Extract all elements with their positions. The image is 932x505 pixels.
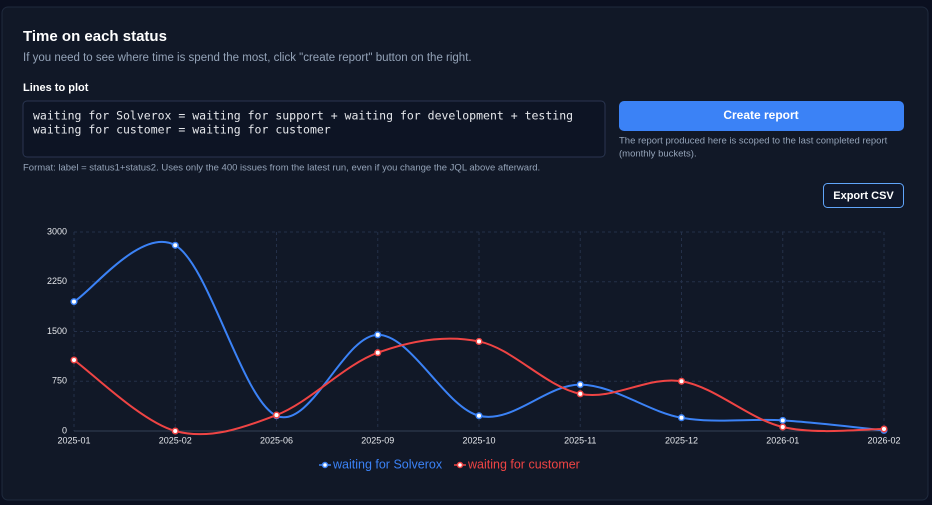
subtitle: If you need to see where time is spend t… bbox=[23, 52, 472, 64]
textarea[interactable] bbox=[22, 100, 606, 158]
x-tick-label: 2025-10 bbox=[462, 435, 495, 445]
data-point bbox=[677, 414, 686, 422]
x-tick-label: 2025-01 bbox=[57, 435, 90, 445]
data-point bbox=[475, 337, 483, 346]
x-tick-label: 2025-02 bbox=[159, 435, 192, 445]
data-point bbox=[374, 331, 382, 339]
create-report-button[interactable] bbox=[619, 101, 904, 131]
data-point bbox=[374, 349, 382, 357]
data-point bbox=[70, 298, 78, 306]
data-point bbox=[576, 381, 584, 389]
y-tick-label: 750 bbox=[52, 376, 67, 386]
data-point bbox=[171, 427, 179, 435]
card bbox=[1, 6, 929, 501]
data-point bbox=[880, 425, 888, 433]
legend-label: waiting for customer bbox=[467, 457, 580, 471]
data-point bbox=[779, 423, 787, 431]
data-point bbox=[171, 241, 179, 249]
scope-note: The report produced here is scoped to th… bbox=[619, 136, 888, 147]
data-point bbox=[70, 356, 78, 364]
x-tick-label: 2026-01 bbox=[766, 435, 799, 445]
legend-icon bbox=[321, 461, 329, 469]
field-label: Lines to plot bbox=[23, 82, 89, 94]
title: Time on each status bbox=[23, 28, 167, 45]
data-point bbox=[779, 416, 787, 424]
y-tick-label: 0 bbox=[62, 425, 67, 435]
button-label: Create report bbox=[723, 108, 798, 122]
x-tick-label: 2025-12 bbox=[665, 435, 698, 445]
data-point bbox=[272, 411, 281, 419]
x-tick-label: 2025-09 bbox=[361, 435, 394, 445]
x-tick-label: 2025-06 bbox=[260, 435, 293, 445]
export-csv-button[interactable] bbox=[823, 183, 904, 208]
chart: 0 750 1500 2250 3000 2025-01 2025-02 2025-06 202… bbox=[47, 226, 901, 471]
legend-icon bbox=[456, 461, 464, 469]
data-point bbox=[576, 390, 584, 398]
data-point bbox=[475, 412, 483, 420]
x-tick-label: 2025-11 bbox=[564, 435, 596, 445]
legend-label: waiting for Solverox bbox=[332, 457, 443, 471]
textarea-line: waiting for customer = waiting for custo… bbox=[33, 123, 331, 137]
button-label: Export CSV bbox=[833, 190, 894, 202]
textarea-line: waiting for Solverox = waiting for suppo… bbox=[33, 109, 573, 123]
y-tick-label: 3000 bbox=[47, 226, 67, 236]
scope-note: (monthly buckets). bbox=[619, 149, 697, 160]
data-point bbox=[677, 377, 686, 385]
series-line bbox=[73, 241, 885, 432]
y-tick-label: 2250 bbox=[47, 276, 67, 286]
format-note: Format: label = status1+status2. Uses on… bbox=[23, 163, 540, 174]
y-tick-label: 1500 bbox=[47, 326, 67, 336]
x-tick-label: 2026-02 bbox=[867, 435, 900, 445]
